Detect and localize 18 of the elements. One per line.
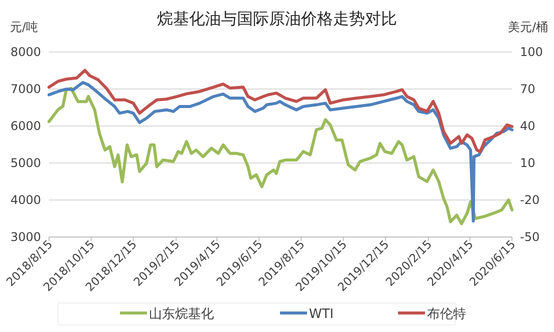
y2-tick-label: -50 [520,230,540,244]
legend-label: WTI [309,307,334,322]
y2-tick-label: -20 [520,193,540,207]
y-tick-label: 4000 [10,193,41,207]
y2-tick-label: 40 [520,119,536,133]
y2-tick-label: 70 [520,82,536,96]
legend-label: 山东烷基化 [149,307,214,322]
y-axis-title: 元/吨 [10,20,38,34]
y-tick-label: 5000 [10,156,41,170]
y2-tick-label: 100 [520,45,543,59]
chart-title: 烷基化油与国际原油价格走势对比 [157,9,397,28]
y2-tick-label: 10 [520,156,536,170]
y-tick-label: 7000 [10,82,41,96]
y-tick-label: 3000 [10,230,41,244]
y2-axis-title: 美元/桶 [508,20,548,34]
y-tick-label: 8000 [10,45,41,59]
legend-label: 布伦特 [427,307,466,322]
y-tick-label: 6000 [10,119,41,133]
